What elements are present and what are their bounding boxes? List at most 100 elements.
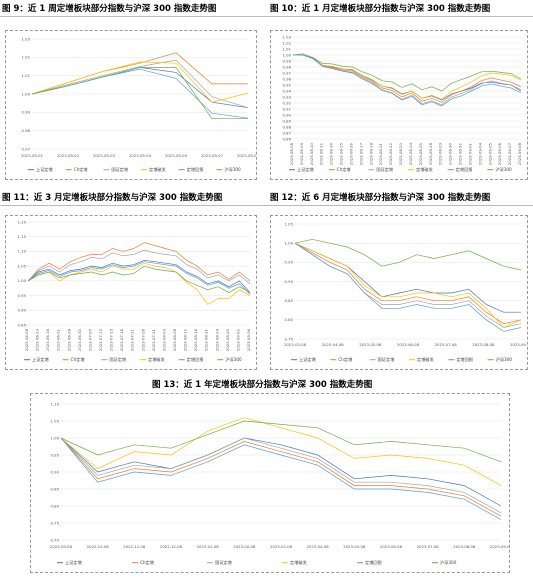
fig13-ytick-5: 0.95 — [51, 452, 60, 457]
fig12-legend-label-0: 上证定增 — [299, 356, 316, 363]
fig10-xtick-21: 2023-09-06 — [497, 142, 502, 165]
fig11-legend-label-2: 国证定增 — [109, 356, 126, 363]
fig11-ytick-1: 0.90 — [18, 308, 27, 313]
fig12-series-3 — [294, 242, 522, 328]
fig10-ytick-10: 0.96 — [283, 76, 292, 81]
fig11-series-3 — [27, 262, 251, 305]
fig11-xtick-1: 2023-06-13 — [35, 328, 40, 351]
fig9-ytick-0: 0.97 — [22, 146, 31, 151]
fig11-xtick-14: 2023-08-08 — [172, 328, 177, 351]
fig11-xtick-5: 2023-06-30 — [77, 328, 82, 351]
fig9-series-5 — [31, 67, 248, 120]
fig13-xtick-12: 2023-09-08 — [490, 544, 509, 549]
fig12-series-0 — [294, 242, 521, 313]
fig11-xtick-10: 2023-07-21 — [130, 328, 135, 351]
fig12-ytick-2: 0.85 — [285, 298, 294, 303]
caption-fig12: 图 12：近 6 月定增板块部分指数与沪深 300 指数走势图 — [270, 193, 491, 203]
fig13-legend-label-3: 定增破发 — [290, 559, 308, 566]
fig10-xtick-2: 2023-08-10 — [309, 142, 314, 165]
fig13-ytick-1: 0.75 — [51, 520, 60, 525]
fig12-legend-label-2: 国证定增 — [378, 356, 395, 363]
fig12-legend-label-3: 定增破发 — [417, 356, 435, 363]
fig13-series-1 — [60, 437, 502, 517]
fig9-xtick-6: 2023-09-08 — [237, 153, 256, 158]
fig11-xtick-15: 2023-08-11 — [183, 328, 188, 351]
fig9-legend-label-2: 国证定增 — [111, 166, 128, 173]
fig10-xtick-15: 2023-08-29 — [438, 142, 443, 165]
fig9-legend-label-4: 定增回报 — [187, 166, 205, 173]
fig10-ytick-7: 0.93 — [283, 94, 292, 99]
fig11-xtick-19: 2023-08-29 — [225, 328, 230, 351]
fig10-ytick-9: 0.95 — [283, 82, 292, 87]
fig9-ytick-2: 0.99 — [22, 110, 31, 115]
fig10-ytick-6: 0.92 — [283, 100, 292, 105]
fig10-series-2 — [293, 54, 522, 106]
fig13-ytick-3: 0.85 — [51, 486, 60, 491]
fig9-ytick-4: 1.01 — [22, 73, 31, 78]
fig12-series-4 — [294, 242, 522, 332]
fig13-xtick-9: 2023-06-08 — [380, 544, 403, 549]
fig11-xtick-0: 2023-06-08 — [24, 328, 29, 351]
fig10-xtick-11: 2023-08-23 — [398, 142, 403, 165]
fig11-series-5 — [27, 265, 251, 294]
chart-fig13-svg: 0.70 0.75 0.80 0.85 0.90 0.95 1.00 1.05 1.10 2022… — [50, 401, 509, 566]
fig10-series-0 — [293, 54, 522, 101]
fig13-xtick-7: 2023-04-08 — [307, 544, 330, 549]
fig13-xtick-5: 2023-02-08 — [233, 544, 256, 549]
chart-fig9: 0.97 0.98 0.99 1.00 1.01 1.02 1.03 2023-09-01 20… — [5, 30, 257, 180]
fig12-ytick-5: 1.00 — [285, 240, 294, 245]
fig13-ytick-0: 0.70 — [51, 537, 60, 542]
fig10-legend-label-0: 上证定增 — [297, 166, 314, 173]
fig11-xtick-21: 2023-09-06 — [246, 328, 251, 351]
fig11-legend-label-3: 定增破发 — [148, 356, 166, 363]
fig10-xtick-4: 2023-08-14 — [329, 142, 334, 165]
fig10-ytick-16: 1.02 — [283, 40, 292, 45]
fig10-legend-label-4: 定增回报 — [456, 166, 474, 173]
fig9-ytick-3: 1.00 — [22, 91, 31, 96]
fig10-xtick-1: 2023-08-09 — [299, 142, 304, 165]
fig10-series-3 — [293, 54, 522, 100]
fig9-legend-label-5: 沪深300 — [224, 166, 241, 173]
fig12-xtick-4: 2023-07-08 — [435, 342, 458, 347]
fig9-series-1 — [31, 52, 248, 95]
fig13-legend-label-2: 国证定增 — [215, 559, 232, 566]
fig10-xtick-20: 2023-09-05 — [487, 142, 492, 165]
fig10-ytick-1: 0.87 — [283, 130, 292, 135]
fig11-series-2 — [27, 249, 251, 285]
fig10-xtick-12: 2023-08-24 — [408, 142, 413, 165]
fig13-ytick-2: 0.80 — [51, 503, 60, 508]
fig12-ytick-0: 0.75 — [285, 336, 294, 341]
fig10-xtick-9: 2023-08-21 — [378, 142, 383, 165]
caption-fig13: 图 13：近 1 年定增板块部分指数与沪深 300 指数走势图 — [152, 380, 373, 390]
fig13-series-0 — [60, 437, 502, 507]
fig9-series-3 — [31, 61, 249, 103]
fig13-ytick-7: 1.05 — [51, 418, 60, 423]
fig10-xtick-23: 2023-09-08 — [517, 142, 522, 165]
fig12-xtick-3: 2023-06-08 — [397, 342, 420, 347]
chart-fig9-svg: 0.97 0.98 0.99 1.00 1.01 1.02 1.03 2023-09-01 20… — [21, 36, 256, 173]
chart-fig11: 0.85 0.90 0.95 1.00 1.05 1.10 1.15 1.20 2023-06-… — [5, 215, 257, 370]
fig10-ytick-17: 1.03 — [283, 34, 292, 39]
fig11-xtick-6: 2023-07-05 — [87, 328, 92, 351]
fig11-xtick-17: 2023-08-21 — [204, 328, 209, 351]
fig10-ytick-5: 0.91 — [283, 106, 292, 111]
fig11-ytick-2: 0.95 — [18, 293, 27, 298]
fig9-xtick-1: 2023-09-02 — [57, 153, 80, 158]
fig10-xtick-17: 2023-08-31 — [458, 142, 463, 165]
fig12-xtick-6: 2023-09-08 — [510, 342, 527, 347]
fig13-legend-label-1: Ch定增 — [140, 559, 154, 566]
fig13-xtick-10: 2023-07-08 — [417, 544, 440, 549]
fig13-ytick-6: 1.00 — [51, 435, 60, 440]
fig10-xtick-13: 2023-08-25 — [418, 142, 423, 165]
fig10-xtick-3: 2023-08-11 — [319, 142, 324, 165]
fig12-series-2 — [294, 242, 522, 328]
fig11-xtick-20: 2023-09-01 — [235, 328, 240, 351]
fig13-xtick-8: 2023-05-08 — [343, 544, 366, 549]
fig13-xtick-6: 2023-03-08 — [270, 544, 293, 549]
fig9-series-0 — [31, 67, 249, 109]
fig12-legend-label-4: 定增回报 — [456, 356, 474, 363]
fig13-xtick-2: 2022-11-08 — [123, 544, 146, 549]
fig10-xtick-6: 2023-08-16 — [348, 142, 353, 165]
caption-fig11: 图 11：近 3 月定增板块部分指数与沪深 300 指数走势图 — [2, 193, 223, 203]
fig9-xtick-5: 2023-09-07 — [201, 153, 224, 158]
